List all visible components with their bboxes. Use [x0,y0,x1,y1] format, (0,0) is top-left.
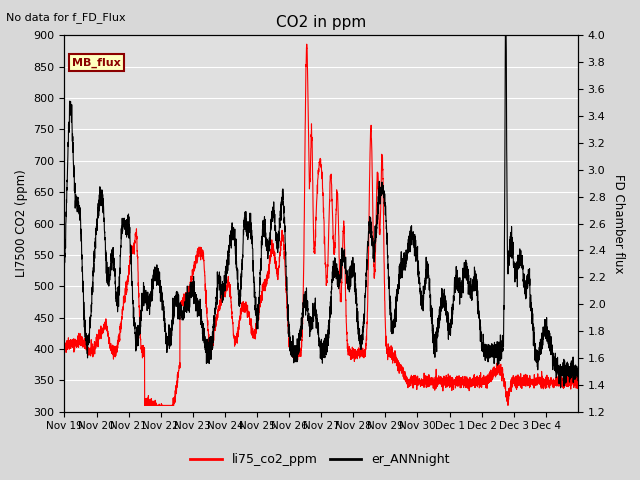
Text: No data for f_FD_Flux: No data for f_FD_Flux [6,12,126,23]
Text: MB_flux: MB_flux [72,58,121,68]
Legend: li75_co2_ppm, er_ANNnight: li75_co2_ppm, er_ANNnight [186,448,454,471]
Title: CO2 in ppm: CO2 in ppm [276,15,366,30]
Y-axis label: FD Chamber flux: FD Chamber flux [612,174,625,273]
Y-axis label: LI7500 CO2 (ppm): LI7500 CO2 (ppm) [15,169,28,277]
